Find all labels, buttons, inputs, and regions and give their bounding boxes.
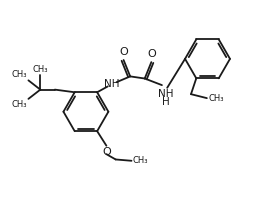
Text: NH: NH xyxy=(104,79,119,89)
Text: CH₃: CH₃ xyxy=(11,100,27,109)
Text: NH: NH xyxy=(158,89,174,99)
Text: CH₃: CH₃ xyxy=(133,156,148,165)
Text: CH₃: CH₃ xyxy=(33,65,48,74)
Text: H: H xyxy=(162,97,170,107)
Text: CH₃: CH₃ xyxy=(208,94,224,103)
Text: O: O xyxy=(102,147,111,157)
Text: O: O xyxy=(147,49,156,59)
Text: O: O xyxy=(119,47,128,57)
Text: CH₃: CH₃ xyxy=(11,70,27,79)
